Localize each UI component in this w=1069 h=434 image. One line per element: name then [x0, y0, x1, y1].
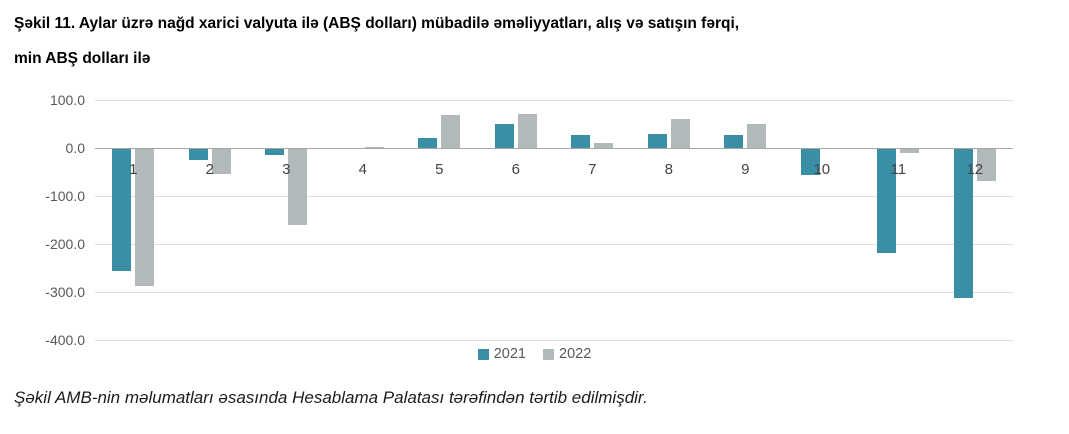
x-tick-label: 11	[890, 160, 907, 178]
legend-label-2021: 2021	[493, 346, 526, 362]
zero-axis-line	[95, 147, 1013, 149]
x-tick-label: 6	[511, 160, 520, 178]
bar-2022-month-2	[211, 148, 231, 174]
figure-title-line2: min ABŞ dolları ilə	[14, 50, 151, 67]
bar-2021-month-2	[188, 148, 208, 161]
legend-swatch-2021	[477, 348, 489, 360]
bar-2021-month-8	[647, 133, 667, 148]
y-tick-label: 0.0	[65, 139, 85, 156]
bar-2022-month-11	[900, 148, 920, 154]
bar-2021-month-1	[112, 148, 132, 271]
bar-2021-month-7	[571, 135, 591, 148]
x-tick-label: 2	[205, 160, 214, 178]
bar-2022-month-7	[594, 143, 614, 148]
gridline	[95, 291, 1013, 293]
y-tick-label: -300.0	[45, 283, 85, 300]
gridline	[95, 243, 1013, 245]
bar-2022-month-4	[364, 146, 384, 148]
y-tick-label: 100.0	[49, 92, 85, 108]
y-tick-label: -200.0	[45, 235, 85, 252]
gridline	[95, 195, 1013, 197]
x-tick-label: 5	[435, 160, 444, 178]
figure-title: Şəkil 11. Aylar üzrə nağd xarici valyuta…	[14, 6, 1062, 76]
x-tick-label: 8	[664, 160, 673, 178]
bar-2022-month-12	[976, 148, 996, 181]
legend-item-2022: 2022	[543, 346, 591, 362]
bar-2021-month-9	[724, 135, 744, 148]
bar-2021-month-3	[265, 148, 285, 156]
gridline	[95, 339, 1013, 341]
figure-title-line1: Şəkil 11. Aylar üzrə nağd xarici valyuta…	[14, 15, 740, 32]
legend-swatch-2022	[543, 348, 554, 360]
x-tick-label: 3	[282, 160, 291, 178]
x-tick-label: 9	[741, 160, 750, 178]
bar-2022-month-5	[441, 115, 461, 148]
bar-2021-month-5	[418, 138, 438, 148]
bar-2021-month-12	[953, 148, 973, 299]
y-tick-label: -100.0	[45, 187, 85, 204]
x-tick-label: 10	[813, 160, 831, 178]
bar-2021-month-6	[494, 123, 514, 148]
source-note: Şəkil AMB-nin məlumatları əsasında Hesab…	[14, 388, 648, 407]
bar-2022-month-8	[670, 118, 690, 148]
legend-label-2022: 2022	[559, 346, 592, 362]
x-tick-label: 7	[588, 160, 597, 178]
x-tick-label: 12	[966, 160, 984, 178]
bar-2022-month-3	[288, 148, 308, 225]
bar-2022-month-6	[517, 113, 537, 148]
x-tick-label: 1	[129, 160, 138, 178]
bar-2022-month-1	[135, 148, 155, 287]
y-tick-label: -400.0	[45, 331, 85, 348]
bar-2022-month-9	[747, 124, 767, 148]
bar-2021-month-11	[877, 148, 897, 254]
x-tick-label: 4	[358, 160, 367, 178]
gridline	[95, 100, 1013, 101]
legend: 2021 2022	[0, 346, 1069, 362]
bar-2021-month-10	[800, 148, 820, 176]
legend-item-2021: 2021	[477, 346, 526, 362]
